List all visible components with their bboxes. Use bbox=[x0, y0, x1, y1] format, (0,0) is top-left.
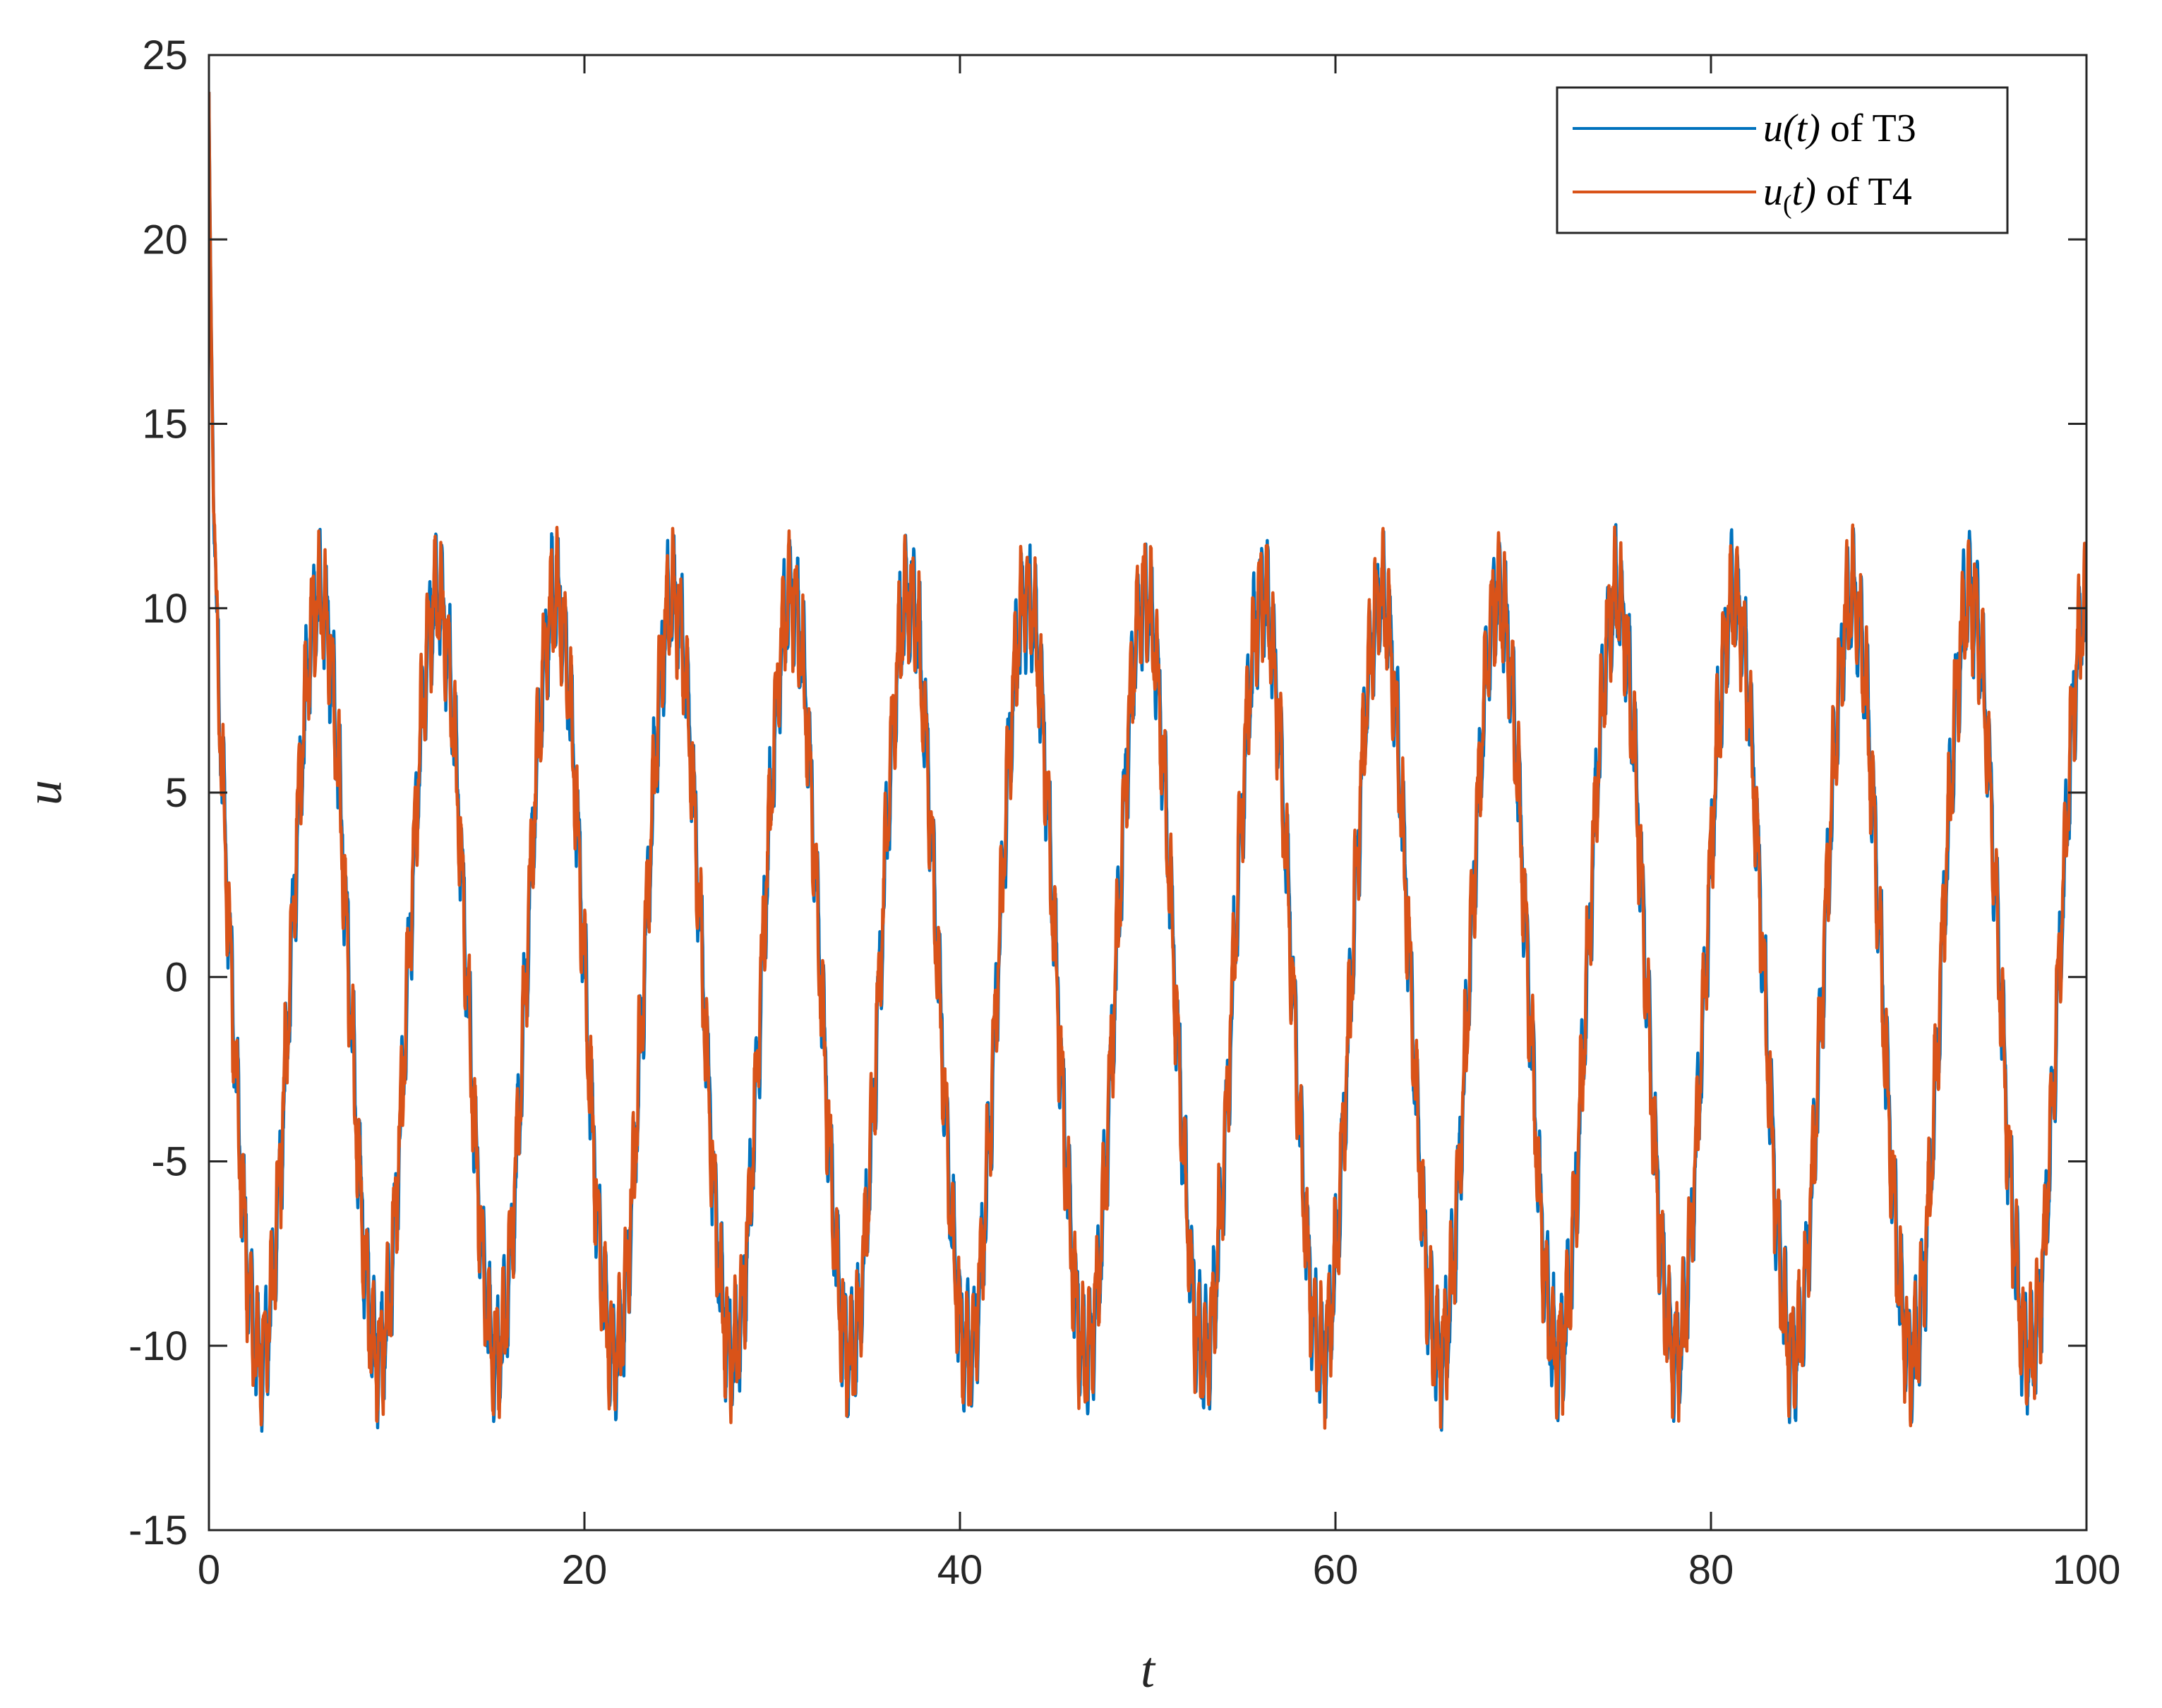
x-tick-label: 20 bbox=[562, 1547, 608, 1593]
x-tick-label: 0 bbox=[198, 1547, 220, 1593]
x-tick-label: 100 bbox=[2053, 1547, 2121, 1593]
y-tick-label: 0 bbox=[165, 954, 188, 1000]
x-tick-label: 40 bbox=[937, 1547, 983, 1593]
legend-label-2: u(t) of T4 bbox=[1763, 170, 1912, 219]
legend-box bbox=[1556, 86, 2009, 234]
y-axis-label: u bbox=[16, 780, 72, 805]
series-line-2 bbox=[209, 92, 2086, 1430]
x-tick-label: 80 bbox=[1688, 1547, 1734, 1593]
tick-labels: 0 20 40 60 80 100 -15 -10 -5 0 5 10 15 20 25 bbox=[128, 32, 2120, 1593]
y-tick-label: 10 bbox=[142, 586, 188, 632]
legend: u(t) of T3 u(t) of T4 bbox=[1556, 86, 2009, 234]
x-tick-label: 60 bbox=[1313, 1547, 1359, 1593]
y-tick-label: 20 bbox=[142, 217, 188, 263]
y-tick-label: -5 bbox=[151, 1139, 188, 1185]
series-layer bbox=[209, 92, 2086, 1433]
axes bbox=[208, 54, 2088, 1532]
legend-label-1: u(t) of T3 bbox=[1763, 107, 1916, 150]
y-tick-label: 15 bbox=[142, 402, 188, 447]
y-tick-label: 5 bbox=[165, 770, 188, 816]
x-axis-label: t bbox=[1141, 1642, 1156, 1698]
y-tick-label: -15 bbox=[128, 1508, 188, 1553]
y-tick-label: -10 bbox=[128, 1323, 188, 1369]
y-tick-label: 25 bbox=[142, 32, 188, 78]
